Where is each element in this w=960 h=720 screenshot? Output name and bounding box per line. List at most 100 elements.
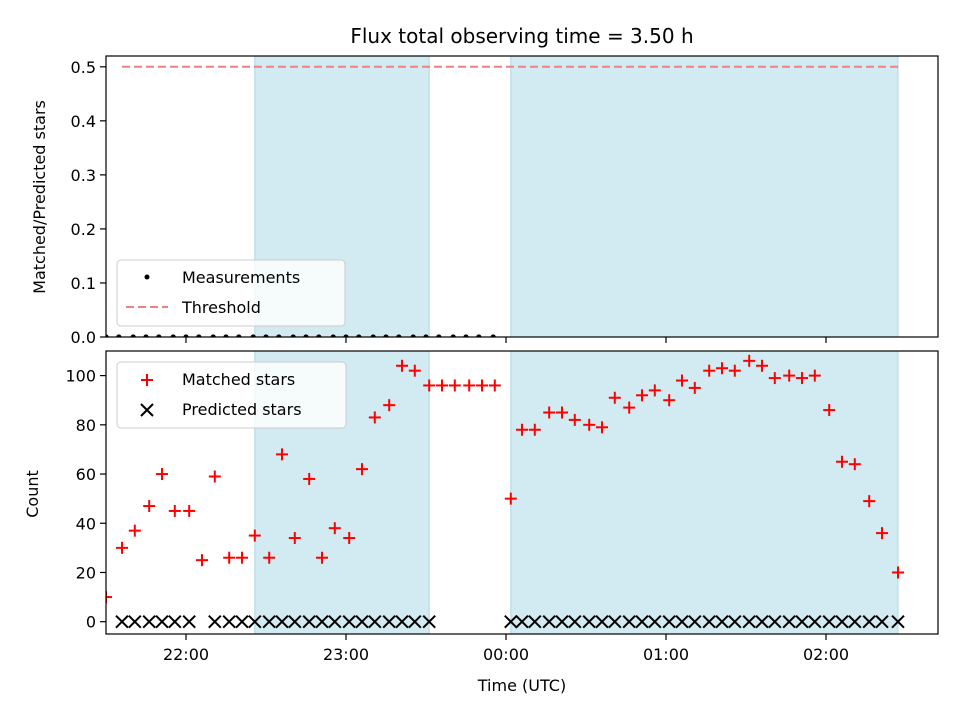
- predicted-point: [835, 614, 849, 629]
- matched-point: [383, 399, 396, 412]
- predicted-point: [662, 614, 676, 629]
- predicted-point: [635, 614, 649, 629]
- predicted-point: [115, 614, 129, 629]
- top-shaded-span-1: [510, 55, 899, 338]
- measurement-point: [156, 334, 162, 337]
- predicted-point: [128, 614, 142, 629]
- matched-point: [892, 566, 904, 579]
- top-y-axis-label: Matched/Predicted stars: [30, 100, 49, 294]
- predicted-point: [168, 614, 182, 629]
- matched-point: [556, 406, 568, 419]
- measurement-point: [196, 334, 202, 337]
- predicted-point: [675, 614, 689, 629]
- x-tick-label: 23:00: [323, 645, 369, 664]
- top-y-tick-label: 0.5: [71, 58, 96, 77]
- matched-point: [504, 492, 517, 505]
- x-tick-label: 01:00: [643, 645, 689, 664]
- predicted-point: [568, 614, 582, 629]
- predicted-point: [275, 614, 289, 629]
- threshold-legend-label: Threshold: [181, 298, 261, 317]
- predicted-point: [235, 614, 249, 629]
- matched-point: [876, 527, 888, 540]
- measurement-points: [106, 334, 496, 337]
- measurement-point: [396, 334, 402, 337]
- matched-point: [303, 472, 316, 485]
- x-tick-label: 00:00: [483, 645, 529, 664]
- matched-point: [106, 591, 112, 604]
- top-y-tick-label: 0.3: [71, 166, 96, 185]
- measurement-point: [383, 334, 389, 337]
- measurement-point: [343, 334, 349, 337]
- chart-title: Flux total observing time = 3.50 h: [350, 24, 693, 48]
- measurement-point: [143, 334, 149, 337]
- predicted-legend-marker: [140, 403, 154, 417]
- measurement-point: [223, 334, 229, 337]
- measurement-point: [250, 334, 256, 337]
- predicted-point: [875, 614, 889, 629]
- matched-point: [396, 359, 408, 372]
- measurement-point: [450, 334, 456, 337]
- predicted-points: [115, 614, 905, 629]
- predicted-point: [422, 614, 436, 629]
- matched-point: [663, 394, 676, 407]
- predicted-point: [248, 614, 262, 629]
- predicted-point: [315, 614, 329, 629]
- matched-point: [623, 401, 636, 414]
- matched-point: [248, 529, 261, 542]
- predicted-point: [328, 614, 342, 629]
- measurement-point: [183, 334, 189, 337]
- predicted-point: [702, 614, 716, 629]
- matched-point: [408, 364, 421, 377]
- predicted-point: [808, 614, 822, 629]
- matched-point: [528, 423, 541, 436]
- predicted-point: [222, 614, 236, 629]
- measurement-point: [210, 334, 216, 337]
- predicted-point: [355, 614, 369, 629]
- predicted-point: [582, 614, 596, 629]
- predicted-point: [515, 614, 529, 629]
- matched-point: [596, 421, 608, 434]
- measurement-point: [130, 334, 136, 337]
- predicted-point: [542, 614, 556, 629]
- matched-point: [823, 404, 836, 417]
- measurement-point: [436, 334, 442, 337]
- matched-point: [636, 389, 648, 402]
- measurement-point: [316, 334, 322, 337]
- predicted-point: [742, 614, 756, 629]
- matched-point: [143, 500, 156, 513]
- matched-point: [716, 362, 728, 375]
- predicted-point: [728, 614, 742, 629]
- measurement-point: [423, 334, 429, 337]
- matched-point: [583, 418, 596, 431]
- matched-point: [368, 411, 381, 424]
- matched-point: [703, 364, 716, 377]
- matched-legend-label: Matched stars: [182, 370, 295, 389]
- measurement-point: [463, 334, 469, 337]
- predicted-point: [862, 614, 876, 629]
- predicted-point: [155, 614, 169, 629]
- matched-point: [356, 463, 368, 476]
- matched-point: [488, 379, 501, 392]
- matched-point: [196, 554, 208, 567]
- matched-point: [328, 522, 341, 535]
- predicted-point: [528, 614, 542, 629]
- predicted-point: [142, 614, 156, 629]
- matched-point: [223, 551, 236, 564]
- measurements-legend-marker: [144, 274, 150, 280]
- predicted-legend-label: Predicted stars: [182, 400, 302, 419]
- matched-point: [756, 359, 768, 372]
- top-plot: 0.0 0.1 0.2 0.3 0.4 0.5: [71, 55, 939, 347]
- predicted-point: [595, 614, 609, 629]
- matched-point: [168, 504, 181, 517]
- bottom-legend: Matched stars Predicted stars: [116, 361, 347, 429]
- measurement-point: [106, 334, 109, 337]
- matched-point: [316, 551, 328, 564]
- measurement-point: [490, 334, 496, 337]
- matched-point: [236, 551, 248, 564]
- matched-point: [288, 532, 301, 545]
- measurement-point: [236, 334, 242, 337]
- top-axes-frame: [105, 55, 939, 338]
- bottom-y-tick-label: 0: [86, 613, 96, 632]
- matched-point: [728, 364, 741, 377]
